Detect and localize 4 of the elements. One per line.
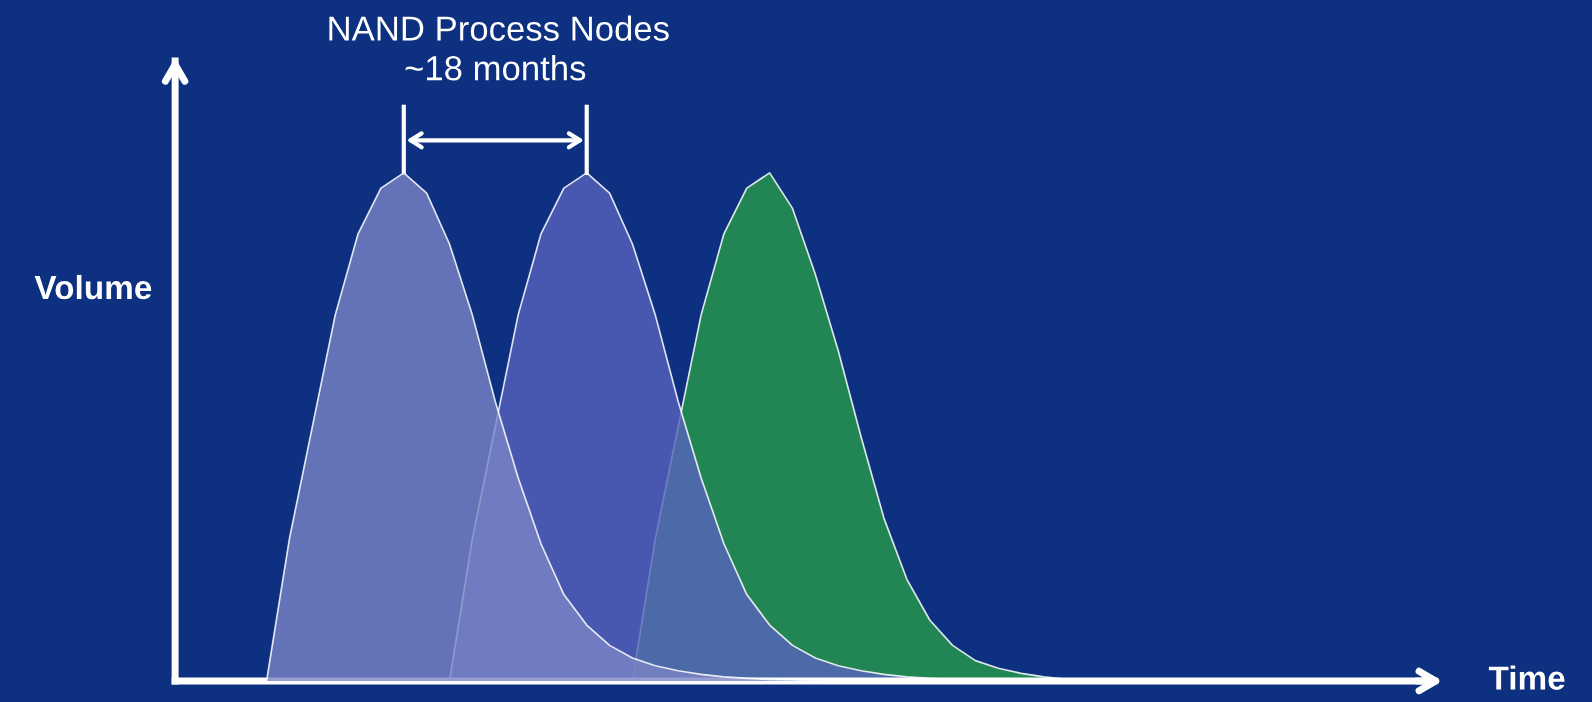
text: ~18 months [405, 55, 586, 81]
x-axis-title: Time [1488, 665, 1565, 690]
chart-title: NAND Process Nodes [329, 15, 669, 41]
y-axis-title: Volume [34, 274, 152, 300]
